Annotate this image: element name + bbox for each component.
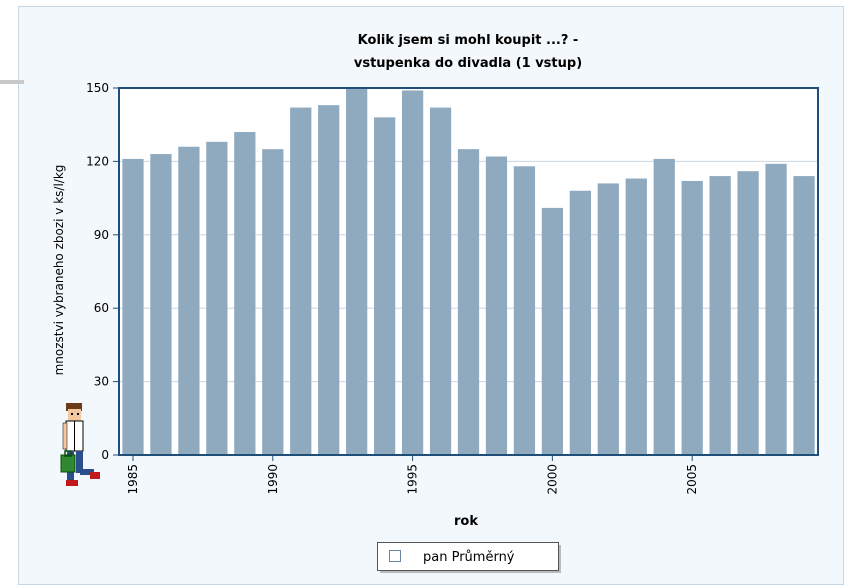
bar-2008 — [765, 163, 787, 455]
bar-1996 — [429, 107, 452, 455]
legend: pan Průměrný — [377, 542, 561, 573]
bar-1999 — [513, 166, 536, 456]
chart-panel-border — [18, 6, 844, 585]
y-tick-label: 30 — [94, 375, 109, 389]
bar-1997 — [457, 149, 480, 456]
decorative-line — [0, 80, 24, 84]
y-axis-ticks: 0 30 60 90 120 150 — [86, 81, 119, 462]
y-axis-label: mnozstvi vybraneho zbozi v ks/l/kg — [52, 165, 66, 376]
bar-1990 — [262, 149, 284, 456]
bars — [122, 88, 815, 456]
legend-box — [377, 542, 559, 571]
y-tick-label: 150 — [86, 81, 109, 95]
mascot-figure — [60, 403, 100, 486]
bar-2003 — [625, 178, 647, 455]
legend-entry-label: pan Průměrný — [423, 550, 515, 565]
bar-2009 — [793, 176, 815, 455]
x-tick-label: 2005 — [685, 464, 699, 495]
bar-1992 — [318, 105, 340, 455]
y-tick-label: 60 — [94, 301, 109, 315]
bar-2000 — [541, 207, 564, 455]
plot-border — [118, 87, 819, 456]
bar-2004 — [653, 158, 675, 455]
bar-2002 — [597, 183, 619, 456]
bar-2006 — [709, 176, 731, 455]
bar-1989 — [234, 132, 256, 456]
chart-title-line-1: Kolik jsem si mohl koupit ...? - — [358, 33, 579, 48]
bar-2007 — [737, 171, 759, 455]
y-tick-label: 120 — [86, 154, 109, 168]
bar-1988 — [206, 141, 228, 455]
y-tick-label: 0 — [101, 448, 109, 462]
bar-1993 — [346, 88, 368, 455]
x-axis-label: rok — [454, 514, 478, 529]
bar-2005 — [681, 180, 703, 455]
x-tick-label: 1990 — [266, 464, 280, 495]
bar-1986 — [150, 154, 172, 455]
bar-1987 — [178, 146, 200, 455]
bar-1995 — [401, 90, 424, 455]
bar-1991 — [290, 107, 312, 455]
x-tick-label: 1985 — [126, 464, 140, 495]
x-axis-ticks: 1985 1990 1995 2000 2005 — [126, 455, 699, 495]
bar-1998 — [485, 156, 508, 455]
bar-1985 — [122, 158, 144, 455]
bar-1994 — [374, 117, 396, 456]
x-tick-label: 1995 — [406, 464, 420, 495]
chart-title-line-2: vstupenka do divadla (1 vstup) — [354, 56, 582, 71]
y-tick-label: 90 — [94, 228, 109, 242]
legend-swatch — [389, 550, 401, 562]
x-tick-label: 2000 — [545, 464, 559, 495]
bar-2001 — [569, 190, 591, 455]
